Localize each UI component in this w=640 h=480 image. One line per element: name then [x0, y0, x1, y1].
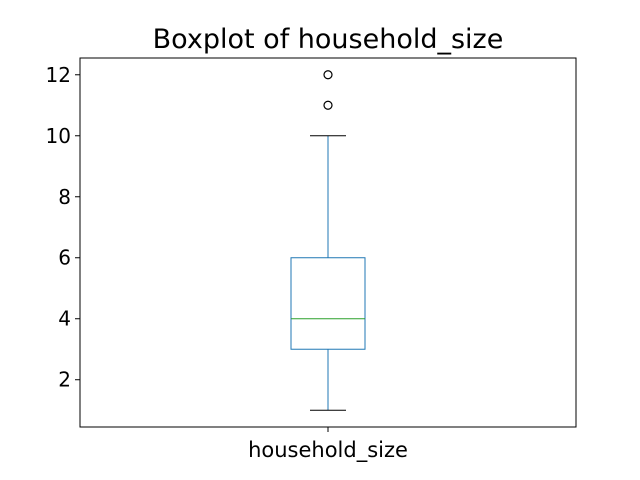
chart-title: Boxplot of household_size: [153, 24, 504, 55]
y-tick-label: 6: [58, 246, 71, 270]
outlier-point: [323, 70, 333, 80]
x-tick-label: household_size: [248, 438, 408, 463]
plot-area: 2 4 6 8 10 12 household_size: [46, 57, 577, 463]
outlier-point: [323, 100, 333, 110]
y-tick-label: 8: [58, 185, 71, 209]
y-tick-label: 10: [46, 124, 71, 148]
y-tick-label: 12: [46, 63, 71, 87]
y-tick-label: 4: [58, 307, 71, 331]
iqr-box: [290, 257, 366, 350]
y-tick-label: 2: [58, 368, 71, 392]
